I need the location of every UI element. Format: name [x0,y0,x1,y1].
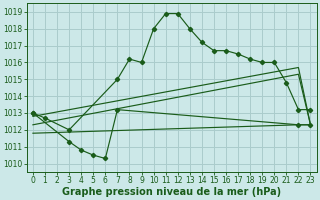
X-axis label: Graphe pression niveau de la mer (hPa): Graphe pression niveau de la mer (hPa) [62,187,281,197]
